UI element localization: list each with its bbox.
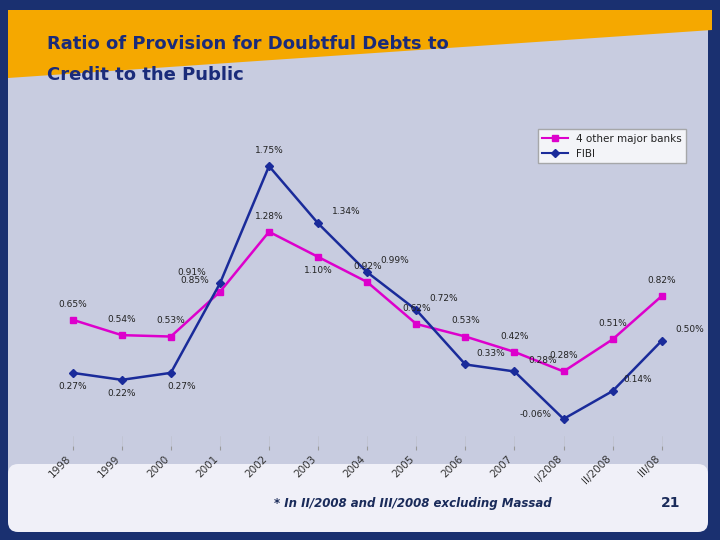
Text: 1.28%: 1.28%: [255, 212, 284, 221]
Text: 0.28%: 0.28%: [549, 352, 578, 360]
Text: 0.82%: 0.82%: [647, 276, 676, 285]
FancyBboxPatch shape: [8, 10, 708, 532]
Text: 0.53%: 0.53%: [156, 316, 185, 326]
4 other major banks: [510, 349, 519, 355]
FIBI: [166, 369, 175, 376]
FIBI: [510, 368, 519, 375]
Text: 0.91%: 0.91%: [178, 267, 207, 276]
4 other major banks: [166, 333, 175, 340]
Text: 1.34%: 1.34%: [332, 207, 360, 217]
Line: FIBI: FIBI: [70, 163, 665, 422]
Text: 0.14%: 0.14%: [624, 375, 652, 384]
FIBI: [363, 269, 372, 275]
4 other major banks: [117, 332, 126, 339]
4 other major banks: [559, 368, 568, 375]
FIBI: [265, 163, 274, 170]
Text: 0.99%: 0.99%: [381, 256, 410, 265]
FIBI: [68, 369, 77, 376]
FIBI: [412, 307, 420, 313]
Polygon shape: [8, 10, 712, 78]
Line: 4 other major banks: 4 other major banks: [69, 228, 665, 375]
FIBI: [559, 416, 568, 422]
4 other major banks: [363, 279, 372, 285]
4 other major banks: [657, 293, 666, 299]
Text: 0.54%: 0.54%: [107, 315, 136, 324]
FIBI: [461, 361, 469, 368]
Text: -0.06%: -0.06%: [520, 410, 552, 419]
Text: 0.42%: 0.42%: [500, 332, 528, 341]
Text: 0.33%: 0.33%: [476, 348, 505, 357]
Text: 1.75%: 1.75%: [255, 146, 284, 155]
Legend: 4 other major banks, FIBI: 4 other major banks, FIBI: [538, 130, 686, 163]
Text: 0.85%: 0.85%: [181, 276, 210, 285]
Text: 0.53%: 0.53%: [451, 316, 480, 326]
Text: 0.51%: 0.51%: [598, 319, 627, 328]
4 other major banks: [265, 228, 274, 235]
Text: 0.22%: 0.22%: [107, 389, 136, 398]
Text: 21: 21: [661, 496, 680, 510]
FIBI: [314, 220, 323, 227]
4 other major banks: [68, 316, 77, 323]
Text: 0.62%: 0.62%: [402, 304, 431, 313]
Text: Ratio of Provision for Doubtful Debts to: Ratio of Provision for Doubtful Debts to: [47, 35, 449, 53]
Text: 0.28%: 0.28%: [528, 355, 557, 364]
Text: 0.27%: 0.27%: [168, 382, 197, 391]
FIBI: [657, 338, 666, 344]
Text: 1.10%: 1.10%: [304, 266, 333, 275]
Text: * In II/2008 and III/2008 excluding Massad: * In II/2008 and III/2008 excluding Mass…: [274, 497, 552, 510]
Text: 0.65%: 0.65%: [58, 300, 87, 309]
FancyBboxPatch shape: [8, 464, 708, 532]
4 other major banks: [314, 254, 323, 260]
4 other major banks: [412, 321, 420, 327]
Text: 0.27%: 0.27%: [58, 382, 87, 391]
FIBI: [215, 280, 224, 287]
4 other major banks: [461, 333, 469, 340]
Text: 0.50%: 0.50%: [675, 325, 704, 334]
Text: 0.72%: 0.72%: [430, 294, 459, 303]
Text: 0.92%: 0.92%: [353, 262, 382, 271]
FIBI: [117, 376, 126, 383]
4 other major banks: [608, 336, 617, 342]
Text: Credit to the Public: Credit to the Public: [47, 66, 243, 84]
FIBI: [608, 388, 617, 394]
4 other major banks: [215, 288, 224, 295]
